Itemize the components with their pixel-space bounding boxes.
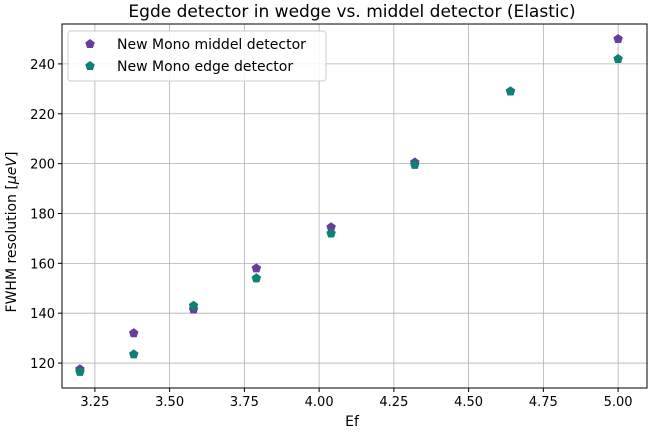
y-tick-label: 120 — [30, 357, 55, 372]
y-axis-label: FWHM resolution [μeV] — [4, 152, 20, 313]
series-2-point — [505, 86, 516, 96]
legend-label-2: New Mono edge detector — [117, 59, 293, 75]
series-2-point — [251, 273, 262, 283]
series-1-point — [613, 33, 623, 43]
series-2-point — [188, 300, 199, 310]
legend: New Mono middel detector New Mono edge de… — [67, 30, 327, 82]
series-2-point — [75, 366, 85, 376]
y-tick-label: 220 — [30, 108, 55, 123]
chart-title: Egde detector in wedge vs. middel detect… — [128, 2, 575, 22]
x-tick-label: 3.75 — [230, 395, 259, 410]
legend-marker-2 — [85, 61, 95, 71]
x-tick-label: 4.75 — [529, 395, 558, 410]
series-1-point — [326, 222, 336, 232]
y-tick-label: 140 — [30, 307, 55, 322]
legend-marker-1 — [85, 39, 95, 49]
series-2-point — [129, 349, 139, 359]
series-1-point — [129, 328, 139, 338]
x-axis-label: Ef — [345, 414, 360, 430]
x-tick-label: 3.50 — [155, 395, 184, 410]
y-tick-label: 160 — [30, 257, 55, 272]
legend-box — [67, 30, 327, 82]
y-axis-label-unit: μeV — [4, 156, 20, 186]
x-tick-label: 4.00 — [305, 395, 334, 410]
x-tick-label: 5.00 — [604, 395, 633, 410]
series-2-point — [410, 159, 420, 169]
y-axis-label-text: FWHM resolution [ — [4, 184, 20, 312]
grid — [62, 24, 648, 388]
legend-entries: New Mono middel detector New Mono edge de… — [85, 37, 306, 75]
y-tick-label: 180 — [30, 207, 55, 222]
y-tick-label: 200 — [30, 158, 55, 173]
x-tick-label: 4.25 — [379, 395, 408, 410]
y-axis-ticks: 120 140 160 180 200 220 240 — [30, 58, 62, 372]
y-axis-label-bracket: ] — [4, 152, 20, 157]
data-points — [75, 33, 623, 376]
x-tick-label: 3.25 — [80, 395, 109, 410]
y-tick-label: 240 — [30, 58, 55, 73]
plot-area-frame — [61, 23, 648, 389]
series-2-point — [326, 228, 336, 238]
x-tick-label: 4.50 — [454, 395, 483, 410]
legend-label-1: New Mono middel detector — [117, 37, 306, 53]
series-1-point — [251, 263, 262, 273]
series-2-point — [613, 53, 623, 63]
x-axis-ticks: 3.25 3.50 3.75 4.00 4.25 4.50 4.75 5.00 — [80, 388, 633, 410]
